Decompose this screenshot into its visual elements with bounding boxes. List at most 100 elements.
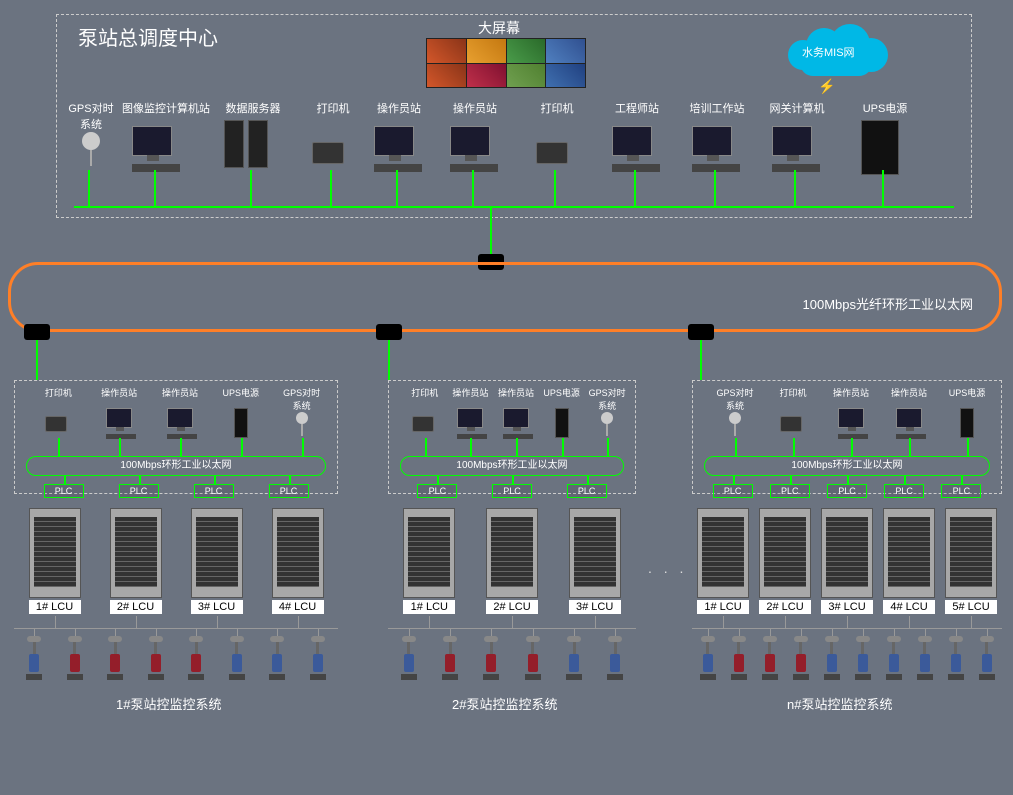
engineer xyxy=(612,126,660,172)
station-n-valve-6 xyxy=(887,636,901,656)
station-1-valve-3 xyxy=(149,636,163,656)
station-2-plc-drop-0 xyxy=(437,476,439,484)
station-2-plc-1: PLC xyxy=(492,484,532,498)
station-1-plc-drop-2 xyxy=(214,476,216,484)
printer-2-label: 打印机 xyxy=(522,100,592,116)
station-1-pump-6 xyxy=(269,654,285,682)
station-n-pump-8 xyxy=(948,654,964,682)
station-2-op1 xyxy=(457,408,487,439)
center-title: 泵站总调度中心 xyxy=(78,22,218,51)
station-n-op1-link xyxy=(851,438,853,456)
ups-link xyxy=(882,170,884,206)
station-2-pump-5 xyxy=(607,654,623,682)
data-server-label: 数据服务器 xyxy=(218,100,288,116)
station-1-cab-drop-3 xyxy=(298,616,299,628)
station-n-valve-3 xyxy=(794,636,808,656)
station-2-op1-label: 操作员站 xyxy=(444,386,496,399)
station-n-cab-drop-3 xyxy=(909,616,910,628)
station-1-pump-2 xyxy=(107,654,123,682)
station-1-gps xyxy=(296,412,308,436)
ups xyxy=(861,120,899,175)
station-2-field-bus xyxy=(388,628,636,629)
station-2-lcu-label-2: 3# LCU xyxy=(569,600,621,614)
station-1-cabinet-1 xyxy=(110,508,162,598)
op-station-1 xyxy=(374,126,422,172)
station-2-subbus: 100Mbps环形工业以太网 xyxy=(400,456,624,476)
station-n-cabinet-1 xyxy=(759,508,811,598)
station-2-cab-drop-2 xyxy=(595,616,596,628)
station-1-ups-label: UPS电源 xyxy=(215,386,267,399)
station-1-printer-link xyxy=(58,438,60,456)
ring-switch-1 xyxy=(24,324,50,340)
station-1-pump-5 xyxy=(229,654,245,682)
station-n-op2-label: 操作员站 xyxy=(883,386,935,399)
station-n-plc-0: PLC xyxy=(713,484,753,498)
station-2-valve-3 xyxy=(526,636,540,656)
station-1-plc-drop-1 xyxy=(139,476,141,484)
op-station-1-label: 操作员站 xyxy=(364,100,434,116)
video-wall xyxy=(426,38,586,88)
station-1-printer xyxy=(45,416,67,432)
printer-2-link xyxy=(554,170,556,206)
station-2-lcu-label-0: 1# LCU xyxy=(403,600,455,614)
station-1-cabinet-0 xyxy=(29,508,81,598)
station-2-op1-link xyxy=(470,438,472,456)
station-n-cabinet-2 xyxy=(821,508,873,598)
station-n-cabinet-4 xyxy=(945,508,997,598)
station-2-cabinet-1 xyxy=(486,508,538,598)
ellipsis: . . . xyxy=(648,560,687,576)
station-1-lcu-label-3: 4# LCU xyxy=(272,600,324,614)
ring-drop-1 xyxy=(36,340,38,380)
station-n-pump-7 xyxy=(917,654,933,682)
station-n-cab-drop-4 xyxy=(971,616,972,628)
station-2-valve-1 xyxy=(443,636,457,656)
station-n-valve-2 xyxy=(763,636,777,656)
station-2-gps xyxy=(601,412,613,436)
station-1-valve-1 xyxy=(68,636,82,656)
station-1-title: 1#泵站控监控系统 xyxy=(116,694,221,713)
station-n-plc-drop-1 xyxy=(790,476,792,484)
station-2-ups xyxy=(555,408,569,438)
station-2-pump-2 xyxy=(483,654,499,682)
mis-cloud-label: 水务MIS网 xyxy=(802,44,855,60)
mis-cloud: 水务MIS网 xyxy=(788,24,888,78)
station-1-gps-link xyxy=(302,438,304,456)
station-n-pump-4 xyxy=(824,654,840,682)
station-1-ups-link xyxy=(241,438,243,456)
station-n-plc-drop-0 xyxy=(733,476,735,484)
op-station-2-label: 操作员站 xyxy=(440,100,510,116)
station-n-valve-0 xyxy=(701,636,715,656)
station-2-valve-4 xyxy=(567,636,581,656)
station-2-ups-link xyxy=(562,438,564,456)
station-n-op1 xyxy=(838,408,868,439)
station-1-lcu-label-1: 2# LCU xyxy=(110,600,162,614)
cloud-link: ⚡ xyxy=(818,78,835,95)
training-link xyxy=(714,170,716,206)
station-1-cabinet-2 xyxy=(191,508,243,598)
station-n-gps xyxy=(729,412,741,436)
training xyxy=(692,126,740,172)
station-1-valve-2 xyxy=(108,636,122,656)
station-n-cab-drop-1 xyxy=(785,616,786,628)
station-1-op2-label: 操作员站 xyxy=(154,386,206,399)
station-2-valve-0 xyxy=(402,636,416,656)
station-n-plc-2: PLC xyxy=(827,484,867,498)
printer-1 xyxy=(312,142,344,164)
center-bus xyxy=(74,206,954,208)
station-1-op1 xyxy=(106,408,136,439)
ring-switch-2 xyxy=(376,324,402,340)
station-n-ups-label: UPS电源 xyxy=(941,386,993,399)
station-1-valve-0 xyxy=(27,636,41,656)
station-1-plc-1: PLC xyxy=(119,484,159,498)
station-2-gps-label: GPS对时系统 xyxy=(581,386,633,412)
station-2-plc-2: PLC xyxy=(567,484,607,498)
station-n-op1-label: 操作员站 xyxy=(825,386,877,399)
ring-drop-2 xyxy=(388,340,390,380)
station-2-cabinet-0 xyxy=(403,508,455,598)
station-n-valve-4 xyxy=(825,636,839,656)
station-1-plc-2: PLC xyxy=(194,484,234,498)
station-2-gps-link xyxy=(607,438,609,456)
data-server xyxy=(224,120,268,168)
station-n-cabinet-0 xyxy=(697,508,749,598)
station-1-cab-drop-1 xyxy=(136,616,137,628)
